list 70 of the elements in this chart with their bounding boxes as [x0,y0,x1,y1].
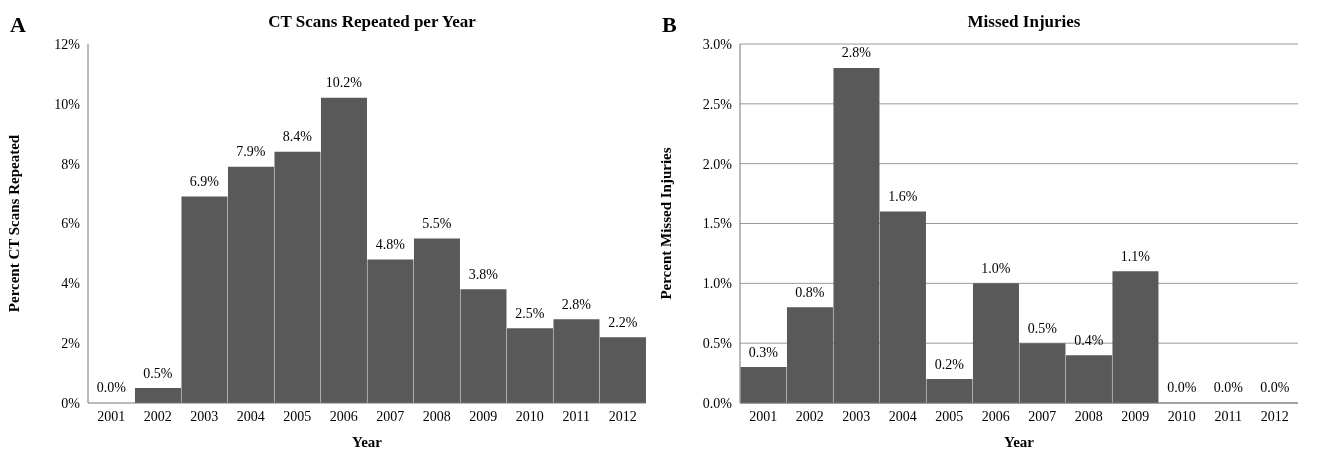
y-tick-label: 2% [61,336,81,352]
x-tick-label: 2004 [236,408,265,424]
data-label: 0.8% [795,284,825,300]
x-tick-label: 2001 [749,408,778,424]
y-tick-label: 10% [54,96,81,112]
y-axis-title: Percent CT Scans Repeated [6,134,23,313]
data-label: 0.4% [1074,332,1104,348]
x-tick-label: 2003 [842,408,871,424]
data-label: 1.1% [1120,248,1151,264]
data-label: 0.0% [1260,380,1290,396]
x-axis-title: Year [352,434,383,450]
y-tick-label: 12% [54,36,81,52]
data-label: 5.5% [422,215,452,231]
x-tick-label: 2001 [97,408,126,424]
data-label: 2.8% [561,296,592,312]
data-label: 0.0% [96,380,127,396]
y-tick-label: 4% [61,276,81,292]
x-tick-label: 2006 [981,408,1010,424]
y-tick-label: 0% [61,395,81,411]
y-tick-label: 1.5% [702,216,733,232]
x-tick-label: 2009 [1121,408,1150,424]
chart-title: CT Scans Repeated per Year [267,12,477,32]
data-label: 7.9% [236,144,266,160]
x-tick-label: 2010 [515,408,544,424]
x-tick-label: 2012 [608,408,637,424]
x-tick-label: 2004 [888,408,917,424]
y-tick-label: 2.0% [702,156,733,172]
x-tick-label: 2008 [422,408,451,424]
x-tick-label: 2006 [329,408,358,424]
data-label: 8.4% [282,129,313,145]
data-label: 0.5% [143,365,173,381]
y-tick-label: 8% [61,156,81,172]
x-tick-label: 2010 [1167,408,1196,424]
data-label: 1.6% [888,189,918,205]
x-tick-label: 2003 [190,408,219,424]
text: A [10,12,26,38]
data-label: 2.5% [515,305,545,321]
data-label: 1.0% [981,260,1011,276]
y-tick-label: 6% [61,216,81,232]
data-label: 4.8% [375,236,406,252]
x-tick-label: 2007 [1028,408,1057,424]
x-tick-label: 2008 [1074,408,1103,424]
y-tick-label: 2.5% [702,96,733,112]
data-label: 6.9% [189,174,220,190]
text: B [662,12,677,38]
x-tick-label: 2011 [562,408,590,424]
y-tick-label: 0.5% [702,336,733,352]
x-axis-title: Year [1004,434,1035,450]
data-label: 0.5% [1027,320,1058,336]
data-label: 0.0% [1213,380,1244,396]
y-axis-title: Percent Missed Injuries [658,147,675,300]
x-tick-label: 2009 [469,408,498,424]
data-label: 2.2% [608,314,638,330]
x-tick-label: 2005 [935,408,964,424]
data-label: 0.0% [1167,380,1197,396]
x-tick-label: 2002 [143,408,172,424]
data-label: 0.2% [934,356,965,372]
x-tick-label: 2005 [283,408,312,424]
x-tick-label: 2007 [376,408,405,424]
data-label: 3.8% [468,266,499,282]
x-tick-label: 2002 [795,408,824,424]
y-tick-label: 0.0% [702,395,733,411]
chart-title: Missed Injuries [966,12,1082,32]
data-label: 10.2% [325,75,363,91]
x-tick-label: 2011 [1214,408,1242,424]
y-tick-label: 1.0% [702,276,733,292]
y-tick-label: 3.0% [702,36,733,52]
x-tick-label: 2012 [1260,408,1289,424]
data-label: 2.8% [841,45,872,61]
data-label: 0.3% [748,344,779,360]
